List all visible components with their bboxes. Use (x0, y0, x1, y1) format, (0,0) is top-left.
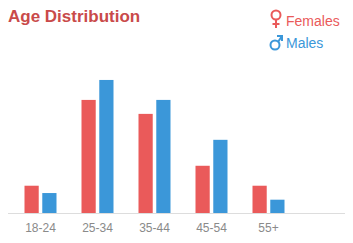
bar (99, 80, 113, 213)
x-tick: 55+ (258, 213, 278, 235)
bar (156, 100, 170, 213)
bar (42, 193, 56, 213)
male-symbol (277, 36, 282, 41)
x-tick-label: 25-34 (82, 221, 113, 235)
x-tick-label: 55+ (258, 221, 278, 235)
x-tick: 18-24 (25, 213, 56, 235)
bar (82, 100, 96, 213)
male-symbol (278, 36, 282, 42)
bar (253, 186, 267, 213)
legend: Females Males (271, 11, 340, 52)
x-tick: 45-54 (196, 213, 227, 235)
baseline (8, 213, 345, 214)
bar (213, 140, 227, 213)
bars (25, 80, 285, 213)
x-tick-label: 35-44 (139, 221, 170, 235)
legend-icon (271, 36, 283, 50)
legend-label: Females (286, 13, 340, 29)
bar (270, 200, 284, 213)
bar (139, 114, 153, 213)
x-tick: 35-44 (139, 213, 170, 235)
female-symbol (272, 11, 281, 20)
bar (25, 186, 39, 213)
title: Age Distribution (8, 7, 140, 26)
legend-icon (272, 11, 281, 29)
x-tick: 25-34 (82, 213, 113, 235)
bar (196, 166, 210, 213)
chart: Age Distribution 18-24 25-34 35-44 45-54 55+ F… (0, 0, 353, 243)
x-tick-label: 18-24 (25, 221, 56, 235)
female-symbol (273, 23, 280, 25)
legend-label: Males (286, 35, 323, 51)
x-tick-label: 45-54 (196, 221, 227, 235)
x-axis: 18-24 25-34 35-44 45-54 55+ (25, 213, 279, 235)
